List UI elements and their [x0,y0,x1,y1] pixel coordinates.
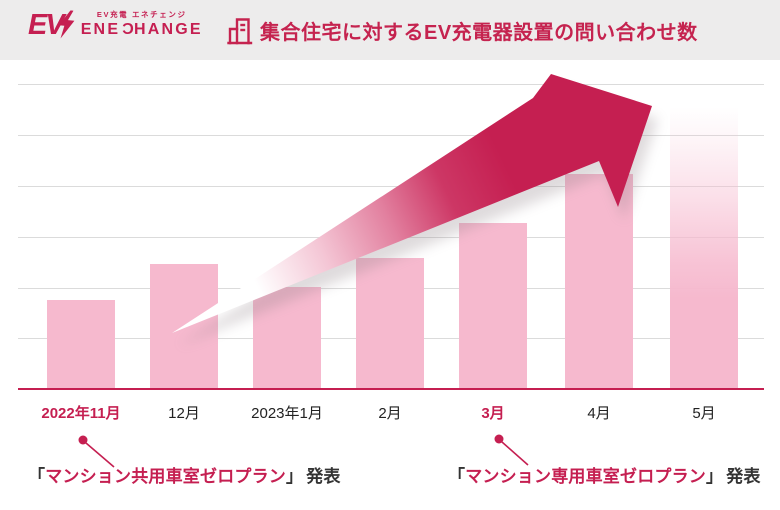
x-axis-label: 2023年1月 [251,405,323,422]
annotation-suffix: 発表 [726,467,761,486]
bar-4月 [565,174,633,389]
bar-3月 [459,223,527,389]
bar-2022年11月 [47,300,115,389]
header-bar: EV EV充電 エネチェンジ ENECHANGE 集合住宅に [0,0,780,60]
callout-dot-right [494,434,504,444]
callout-dot-left [78,435,88,445]
logo-ev-mark: EV [28,8,75,41]
annotation-suffix: 発表 [306,467,341,486]
x-axis-label: 2月 [378,405,402,422]
logo-wordmark: EV充電 エネチェンジ ENECHANGE [81,9,203,40]
annotation-accent-text: マンション専用車室ゼロプラン [465,467,707,486]
logo-tagline: EV充電 エネチェンジ [96,10,187,19]
annotation-common-plan: 「マンション共用車室ゼロプラン」 発表 [28,467,341,486]
gridline [18,84,764,85]
gridline [18,135,764,136]
bar-2月 [356,258,424,389]
enechange-logo: EV EV充電 エネチェンジ ENECHANGE [28,9,203,40]
annotation-private-plan: 「マンション専用車室ゼロプラン」 発表 [448,467,761,486]
bar-2023年1月 [253,287,321,389]
gridline [18,186,764,187]
bar-5月 [670,107,738,389]
title-group: 集合住宅に対するEV充電器設置の問い合わせ数 [227,0,698,60]
bar-12月 [150,264,218,389]
annotation-accent-text: マンション共用車室ゼロプラン [45,467,287,486]
page-title: 集合住宅に対するEV充電器設置の問い合わせ数 [260,21,698,44]
x-axis-label: 2022年11月 [41,405,121,422]
buildings-icon [227,18,253,45]
lightning-bolt-icon [58,10,75,39]
x-axis-label: 4月 [587,405,611,422]
bar-chart: 2022年11月 12月 2023年1月 2月 3月 4月 5月 「マンション共用車室ゼロプ… [0,60,780,510]
logo-brand-text: ENECHANGE [80,21,203,38]
x-axis-label: 3月 [481,405,505,422]
x-axis-label: 12月 [168,405,200,422]
gridline [18,237,764,238]
logo-ev-text: EV [28,8,65,41]
x-axis-line [18,388,764,390]
x-axis-label: 5月 [692,405,716,422]
